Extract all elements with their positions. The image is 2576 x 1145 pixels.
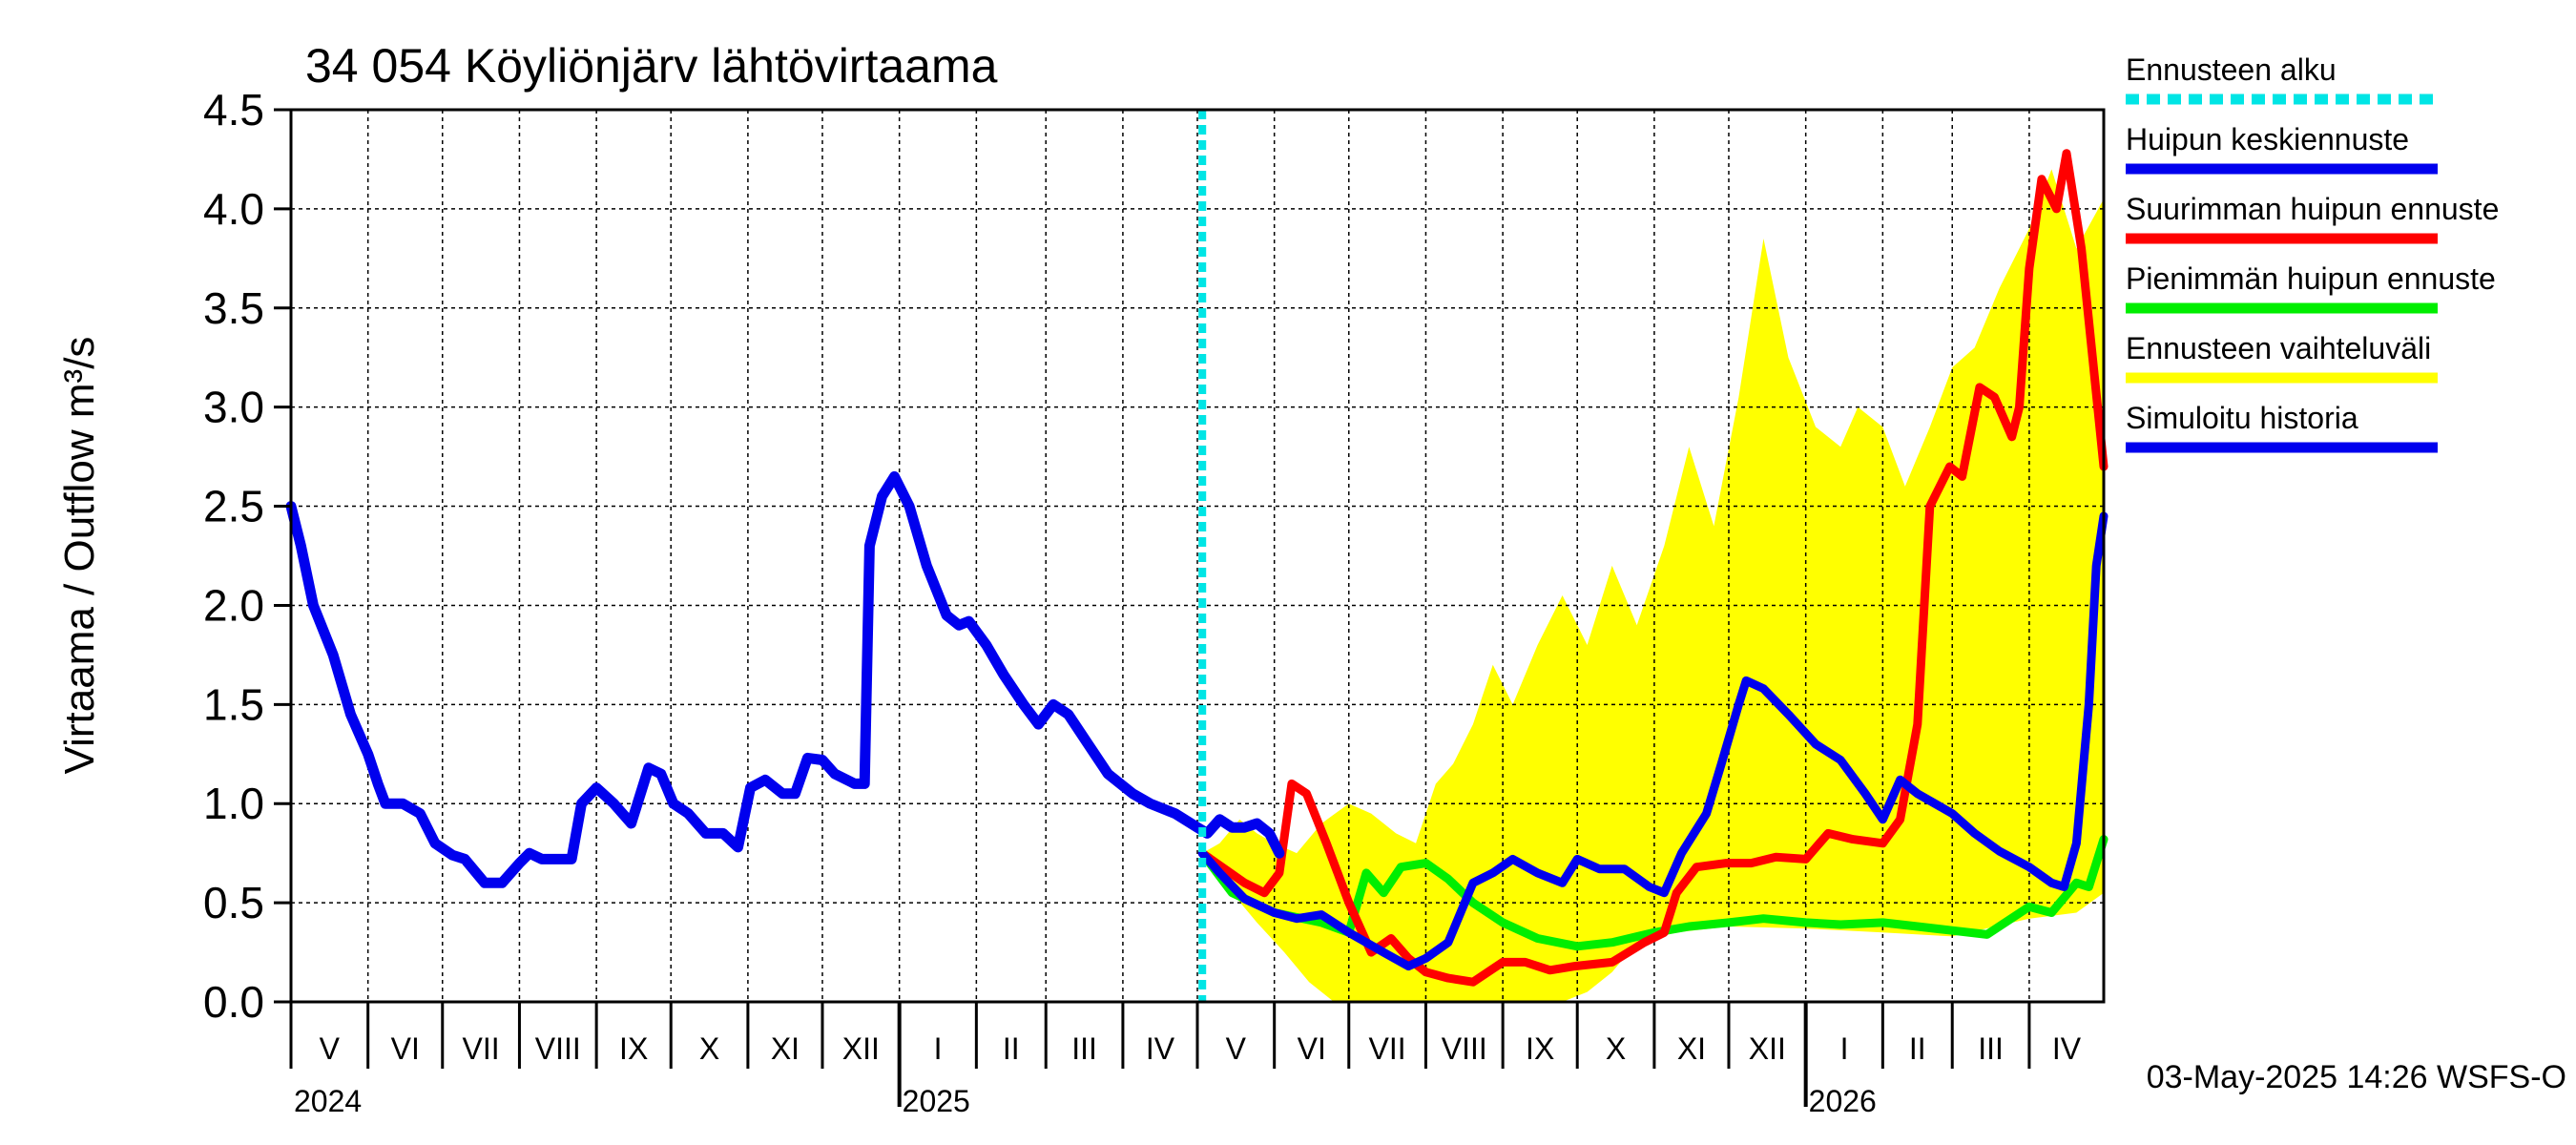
x-month-label: VII: [463, 1031, 500, 1066]
x-month-label: I: [1840, 1031, 1849, 1066]
x-month-label: XI: [771, 1031, 800, 1066]
x-month-label: III: [1978, 1031, 2004, 1066]
forecast-band: [1202, 169, 2104, 1003]
x-month-label: II: [1909, 1031, 1926, 1066]
y-tick-label: 4.5: [203, 85, 264, 135]
x-month-label: XII: [842, 1031, 880, 1066]
y-axis: 0.0 0.5 1.0 1.5 2.0 2.5 3.0 3.5 4.0 4.5: [203, 85, 291, 1027]
mean-peak-forecast-line: [1197, 511, 2109, 971]
y-tick-label: 0.0: [203, 977, 264, 1027]
y-tick-label: 2.0: [203, 580, 264, 630]
x-month-label: III: [1071, 1031, 1097, 1066]
y-tick-label: 2.5: [203, 482, 264, 531]
x-month-label: XI: [1677, 1031, 1706, 1066]
chart-title: 34 054 Köyliönjärv lähtövirtaama: [305, 39, 998, 93]
legend-label: Huipun keskiennuste: [2126, 122, 2409, 156]
series-layer: [285, 110, 2109, 1002]
y-tick-label: 3.5: [203, 283, 264, 333]
y-tick-label: 3.0: [203, 383, 264, 432]
x-month-label: VIII: [535, 1031, 581, 1066]
y-tick-label: 1.5: [203, 679, 264, 729]
grid: [291, 110, 2104, 1002]
x-month-label: XII: [1749, 1031, 1786, 1066]
simulated-history-line: [285, 470, 1285, 888]
legend-label: Simuloitu historia: [2126, 401, 2358, 435]
x-month-label: VII: [1369, 1031, 1406, 1066]
x-month-label: IX: [619, 1031, 648, 1066]
footer-timestamp: 03-May-2025 14:26 WSFS-O: [2147, 1059, 2566, 1095]
forecast-range-area: [1202, 169, 2104, 1003]
x-month-label: IV: [1146, 1031, 1175, 1066]
x-year-label: 2026: [1809, 1084, 1877, 1118]
x-month-label: V: [320, 1031, 341, 1066]
y-axis-label: Virtaama / Outflow m³/s: [56, 337, 103, 775]
legend-label: Ennusteen alku: [2126, 52, 2337, 87]
x-month-label: IV: [2052, 1031, 2082, 1066]
x-month-label: X: [1606, 1031, 1626, 1066]
x-year-label: 2025: [903, 1084, 970, 1118]
legend-label: Pienimmän huipun ennuste: [2126, 261, 2496, 296]
legend-label: Ennusteen vaihteluväli: [2126, 331, 2431, 365]
x-month-label: X: [699, 1031, 719, 1066]
x-month-label: II: [1003, 1031, 1020, 1066]
x-axis: V VI VII VIII IX X XI XII I II III IV V VI VII VIII IX X X…: [289, 1002, 2082, 1118]
y-tick-label: 0.5: [203, 878, 264, 927]
y-tick-label: 1.0: [203, 779, 264, 828]
x-month-label: VIII: [1442, 1031, 1487, 1066]
min-peak-forecast-line: [1197, 835, 2109, 951]
x-month-label: VI: [1298, 1031, 1326, 1066]
max-peak-forecast-line: [1197, 149, 2109, 987]
legend: Ennusteen alku Huipun keskiennuste Suurimm…: [2126, 52, 2499, 453]
x-year-label: 2024: [294, 1084, 362, 1118]
x-month-label: IX: [1526, 1031, 1554, 1066]
x-month-label: I: [934, 1031, 943, 1066]
x-month-label: V: [1226, 1031, 1247, 1066]
plot-frame: [289, 108, 2106, 1004]
x-month-label: VI: [391, 1031, 420, 1066]
y-tick-label: 4.0: [203, 184, 264, 234]
legend-label: Suurimman huipun ennuste: [2126, 192, 2499, 226]
